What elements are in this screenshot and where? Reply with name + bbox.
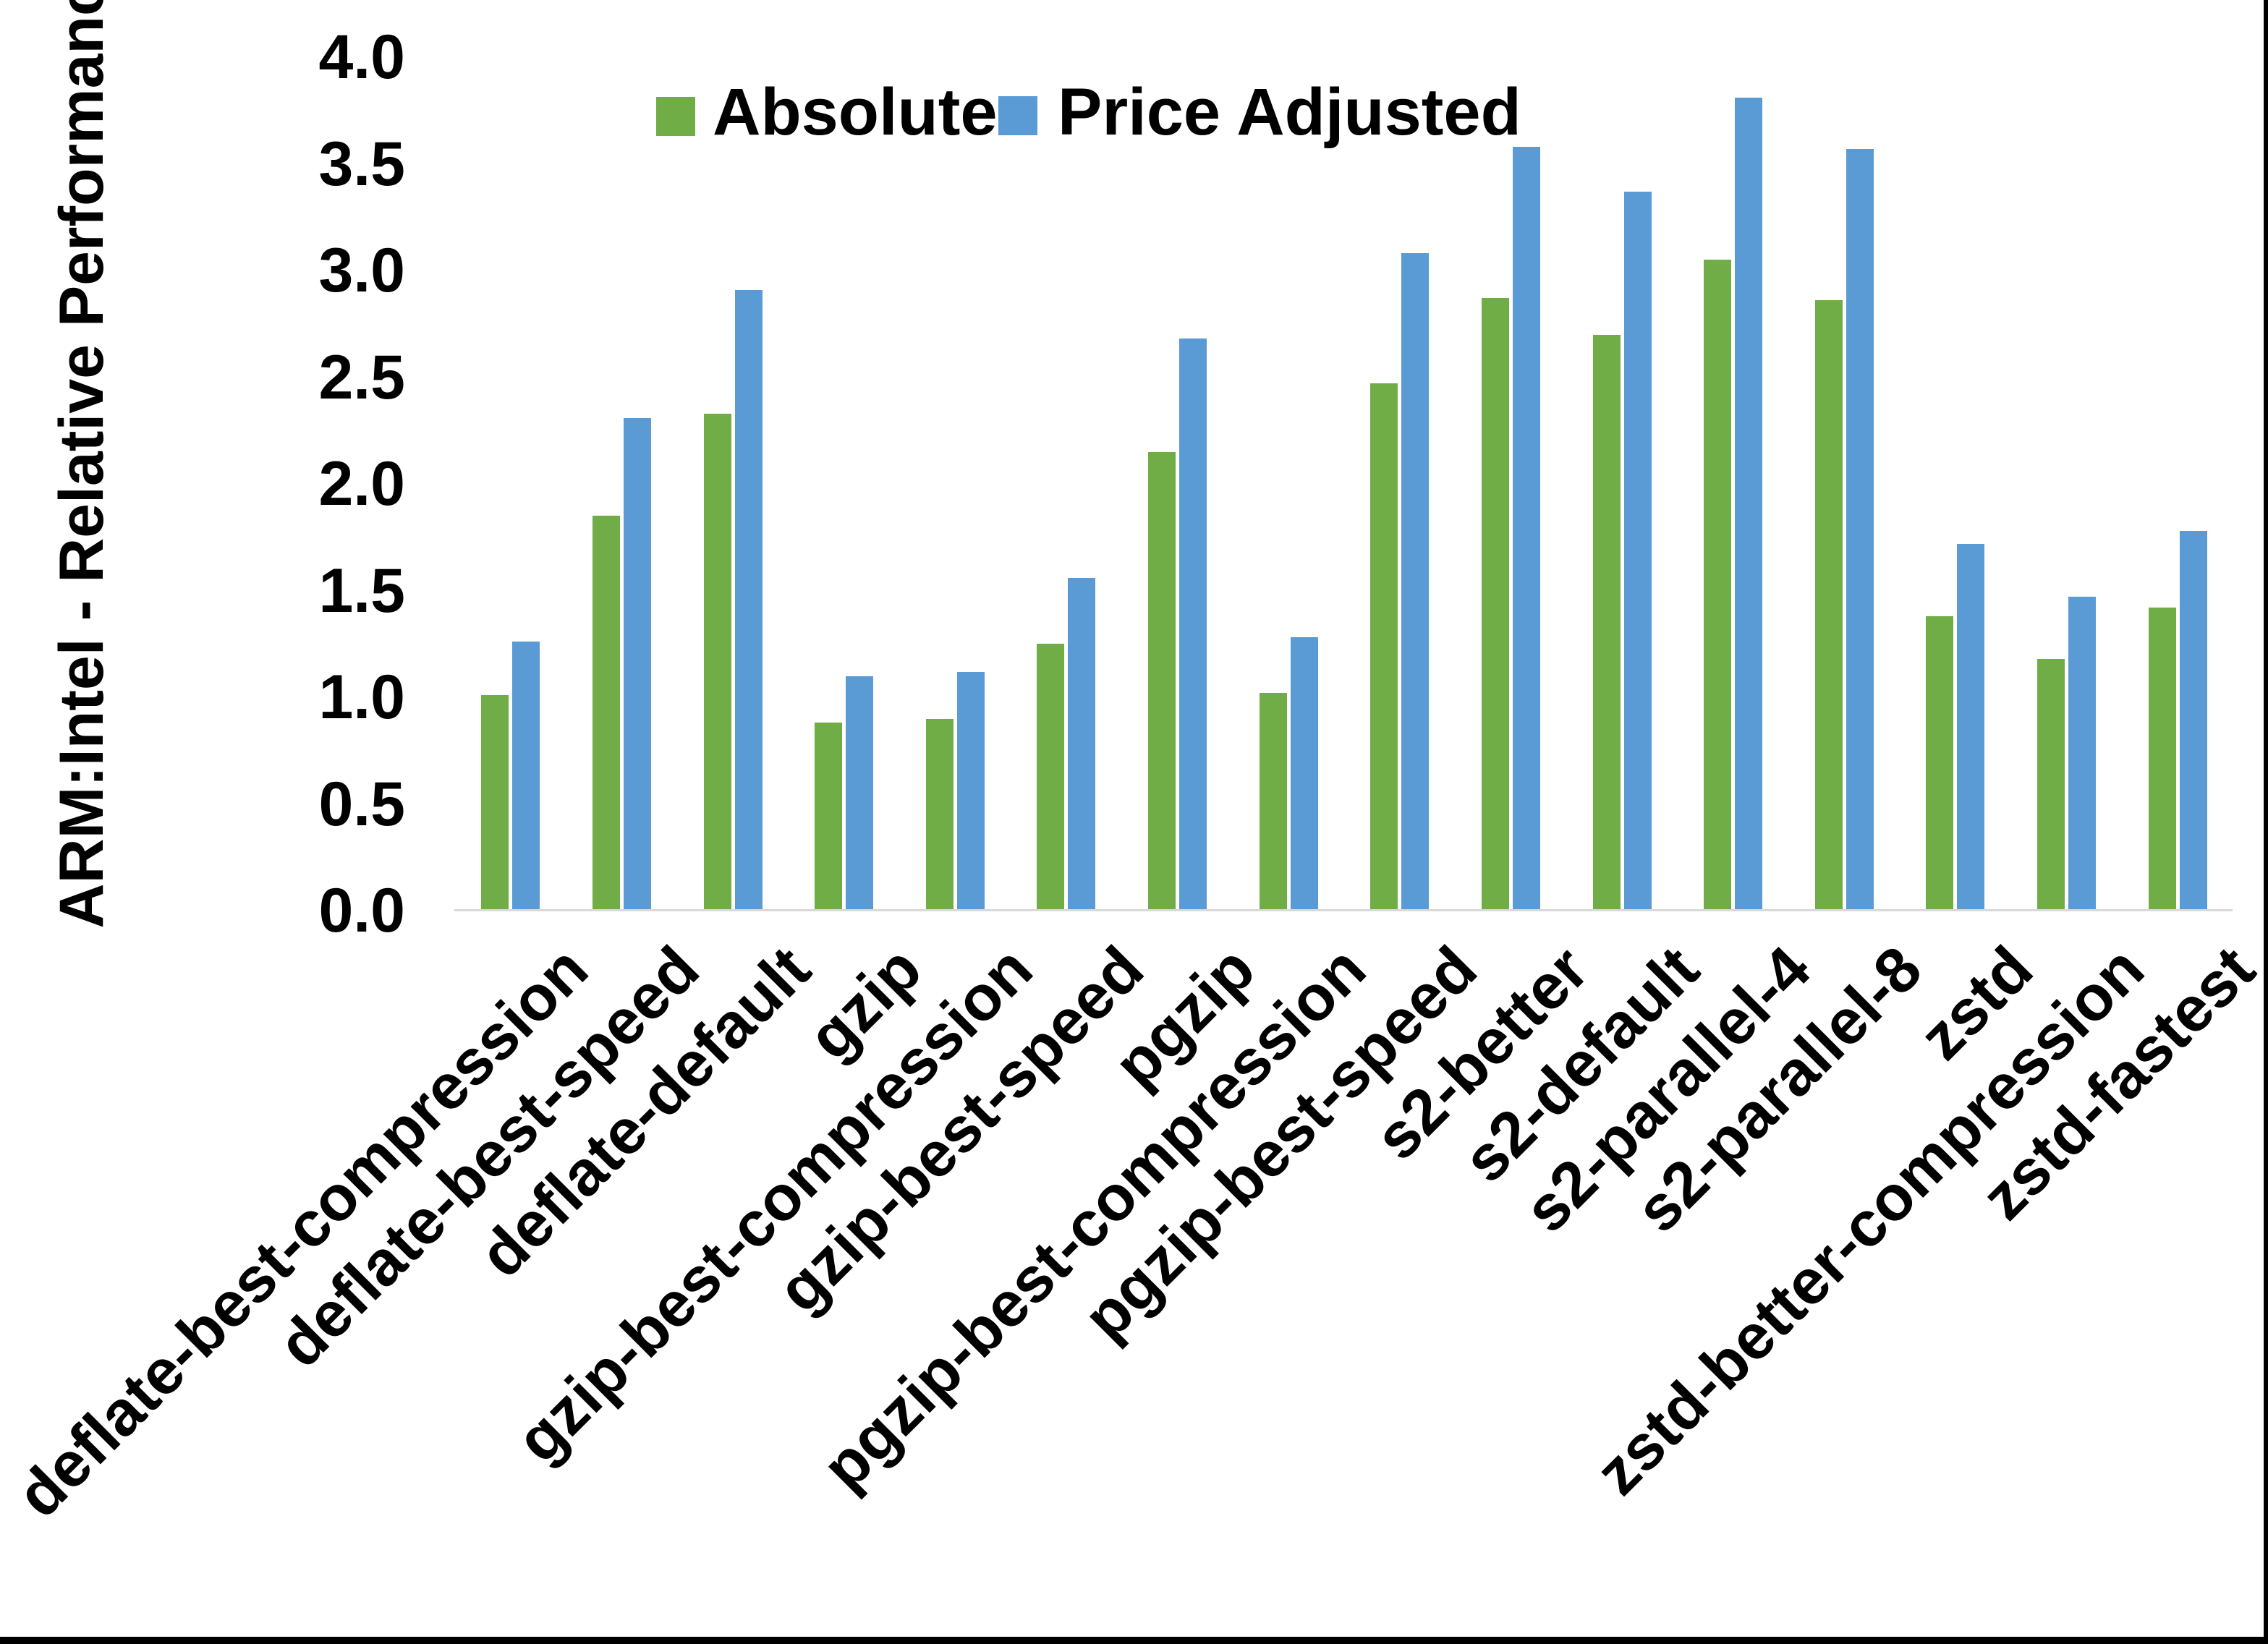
bar-absolute xyxy=(925,718,954,911)
bar-absolute xyxy=(1704,260,1732,911)
x-axis-line xyxy=(454,909,2233,911)
bar-price-adjusted xyxy=(2179,530,2207,911)
y-tick-label: 1.0 xyxy=(318,663,405,732)
image-right-border xyxy=(2264,0,2268,1644)
y-tick-label: 1.5 xyxy=(318,555,405,626)
bar-price-adjusted xyxy=(956,671,985,911)
legend-label-price-adjusted: Price Adjusted xyxy=(1058,75,1521,149)
bar-price-adjusted xyxy=(1957,543,1985,911)
y-tick-label: 2.0 xyxy=(318,449,405,519)
bar-price-adjusted xyxy=(734,289,763,911)
bar-absolute xyxy=(815,723,843,911)
bar-absolute xyxy=(1370,383,1398,911)
bar-price-adjusted xyxy=(1068,577,1096,911)
y-tick-label: 4.0 xyxy=(318,22,405,92)
bar-price-adjusted xyxy=(623,417,651,911)
bar-absolute xyxy=(481,695,509,911)
y-tick-label: 3.0 xyxy=(318,236,405,305)
bar-absolute xyxy=(1592,334,1621,911)
bar-absolute xyxy=(703,413,731,911)
legend-swatch-price-adjusted-icon xyxy=(998,96,1037,135)
y-tick-label: 3.5 xyxy=(318,129,405,199)
bar-price-adjusted xyxy=(1290,637,1318,911)
bar-price-adjusted xyxy=(1846,148,1874,911)
plot-area xyxy=(455,57,2233,911)
bar-price-adjusted xyxy=(1401,253,1430,911)
bar-absolute xyxy=(1814,300,1843,911)
y-tick-label: 2.5 xyxy=(318,342,405,412)
bar-absolute xyxy=(1148,451,1176,911)
bar-absolute xyxy=(1037,644,1065,911)
y-axis-title: ARM:Intel - Relative Performance xyxy=(47,0,116,929)
y-tick-label: 0.0 xyxy=(318,876,405,945)
bar-absolute xyxy=(1926,616,1954,911)
bar-absolute xyxy=(2037,658,2065,911)
legend-swatch-absolute-icon xyxy=(656,97,695,136)
bar-absolute xyxy=(2148,608,2176,911)
bar-absolute xyxy=(1259,693,1287,911)
bar-price-adjusted xyxy=(1623,191,1652,911)
bar-absolute xyxy=(592,516,620,911)
bar-absolute xyxy=(1481,298,1509,911)
bar-price-adjusted xyxy=(846,676,874,911)
legend-label-absolute: Absolute xyxy=(713,75,998,149)
bar-price-adjusted xyxy=(2068,597,2097,911)
bar-price-adjusted xyxy=(512,642,540,911)
image-bottom-border xyxy=(0,1637,2268,1644)
y-tick-label: 0.5 xyxy=(318,769,405,839)
bar-price-adjusted xyxy=(1735,98,1763,911)
bar-price-adjusted xyxy=(1512,146,1540,911)
bar-price-adjusted xyxy=(1179,338,1207,911)
